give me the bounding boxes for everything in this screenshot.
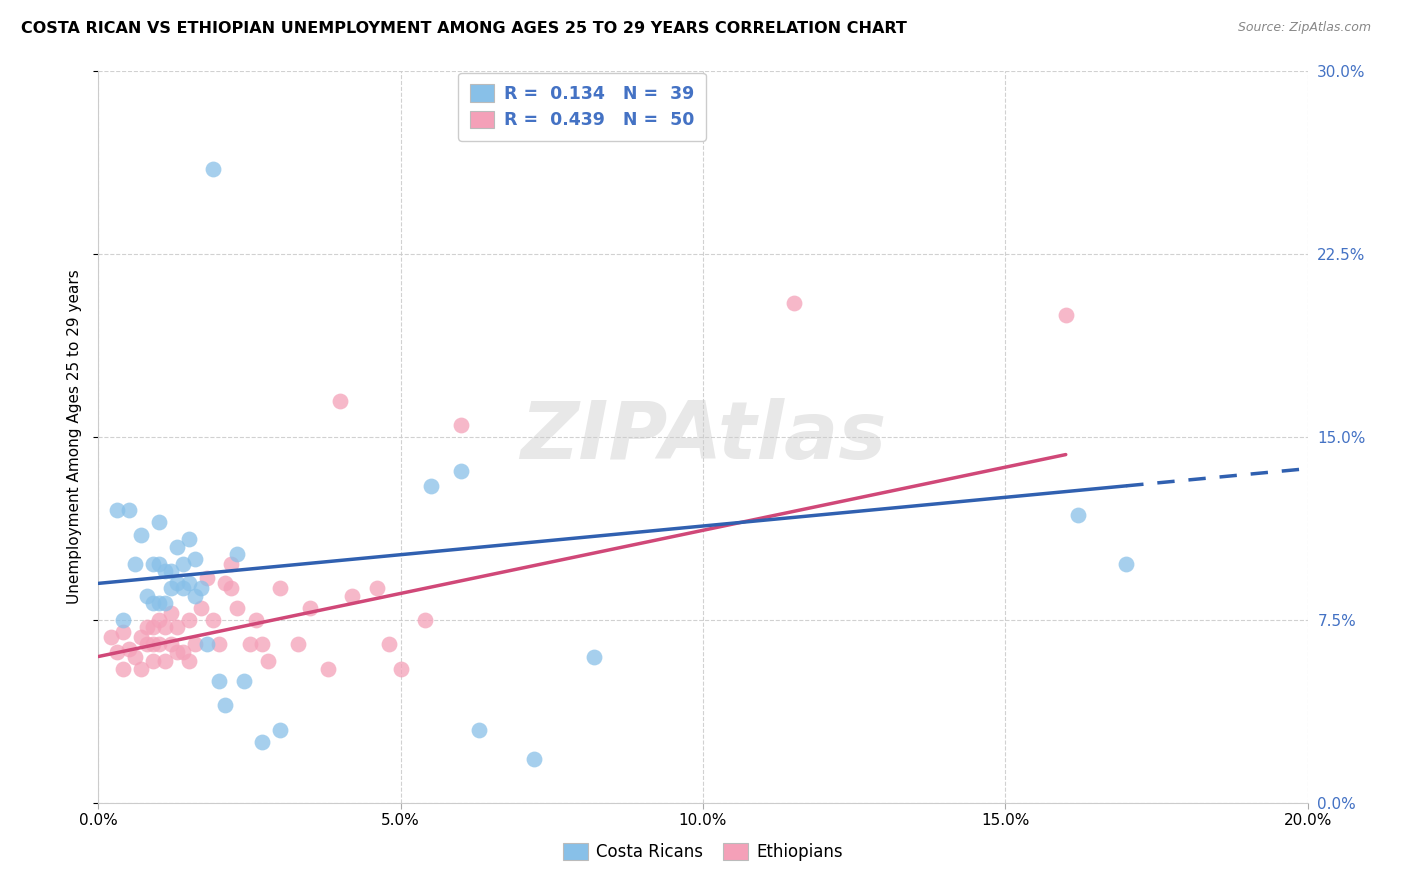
Point [377,637,399,651]
Point [129,662,152,676]
Point [142,596,165,610]
Point [287,637,309,651]
Point [783,296,806,310]
Point [129,527,152,541]
Point [226,547,249,561]
Point [179,654,201,668]
Point [172,581,194,595]
Text: Source: ZipAtlas.com: Source: ZipAtlas.com [1237,21,1371,34]
Point [135,620,157,634]
Point [153,564,176,578]
Point [135,589,157,603]
Point [232,673,254,688]
Point [468,723,491,737]
Point [299,600,322,615]
Point [148,596,170,610]
Point [250,735,273,749]
Point [160,564,183,578]
Point [124,649,146,664]
Point [160,581,183,595]
Point [148,516,170,530]
Point [366,581,388,595]
Point [195,572,218,586]
Point [118,503,141,517]
Point [420,479,443,493]
Point [195,637,218,651]
Point [153,654,176,668]
Point [269,581,291,595]
Point [160,637,183,651]
Point [523,752,546,766]
Point [226,600,249,615]
Point [202,161,225,176]
Point [153,620,176,634]
Text: ZIPAtlas: ZIPAtlas [520,398,886,476]
Point [239,637,262,651]
Point [221,581,243,595]
Point [450,417,472,432]
Point [256,654,278,668]
Point [142,654,165,668]
Point [118,642,141,657]
Point [342,589,364,603]
Point [135,637,157,651]
Point [184,589,207,603]
Point [202,613,225,627]
Point [1067,508,1090,522]
Point [172,557,194,571]
Point [184,637,207,651]
Point [389,662,412,676]
Point [148,637,170,651]
Point [214,576,236,591]
Point [166,576,188,591]
Point [269,723,291,737]
Point [148,557,170,571]
Point [124,557,146,571]
Point [329,393,352,408]
Point [172,645,194,659]
Point [450,464,472,478]
Point [129,630,152,644]
Point [250,637,273,651]
Point [142,557,165,571]
Point [100,630,122,644]
Point [245,613,267,627]
Point [221,557,243,571]
Point [179,533,201,547]
Point [111,625,134,640]
Text: COSTA RICAN VS ETHIOPIAN UNEMPLOYMENT AMONG AGES 25 TO 29 YEARS CORRELATION CHAR: COSTA RICAN VS ETHIOPIAN UNEMPLOYMENT AM… [21,21,907,36]
Point [166,645,188,659]
Point [1054,308,1077,322]
Point [142,620,165,634]
Point [153,596,176,610]
Point [413,613,436,627]
Legend: Costa Ricans, Ethiopians: Costa Ricans, Ethiopians [557,836,849,868]
Point [142,637,165,651]
Point [214,698,236,713]
Point [179,613,201,627]
Point [105,503,128,517]
Point [160,606,183,620]
Point [316,662,339,676]
Point [111,613,134,627]
Point [166,620,188,634]
Point [179,576,201,591]
Point [1115,557,1137,571]
Point [190,581,212,595]
Point [208,673,231,688]
Point [184,552,207,566]
Point [208,637,231,651]
Point [111,662,134,676]
Point [190,600,212,615]
Point [583,649,606,664]
Point [105,645,128,659]
Point [148,613,170,627]
Y-axis label: Unemployment Among Ages 25 to 29 years: Unemployment Among Ages 25 to 29 years [67,269,83,605]
Point [166,540,188,554]
